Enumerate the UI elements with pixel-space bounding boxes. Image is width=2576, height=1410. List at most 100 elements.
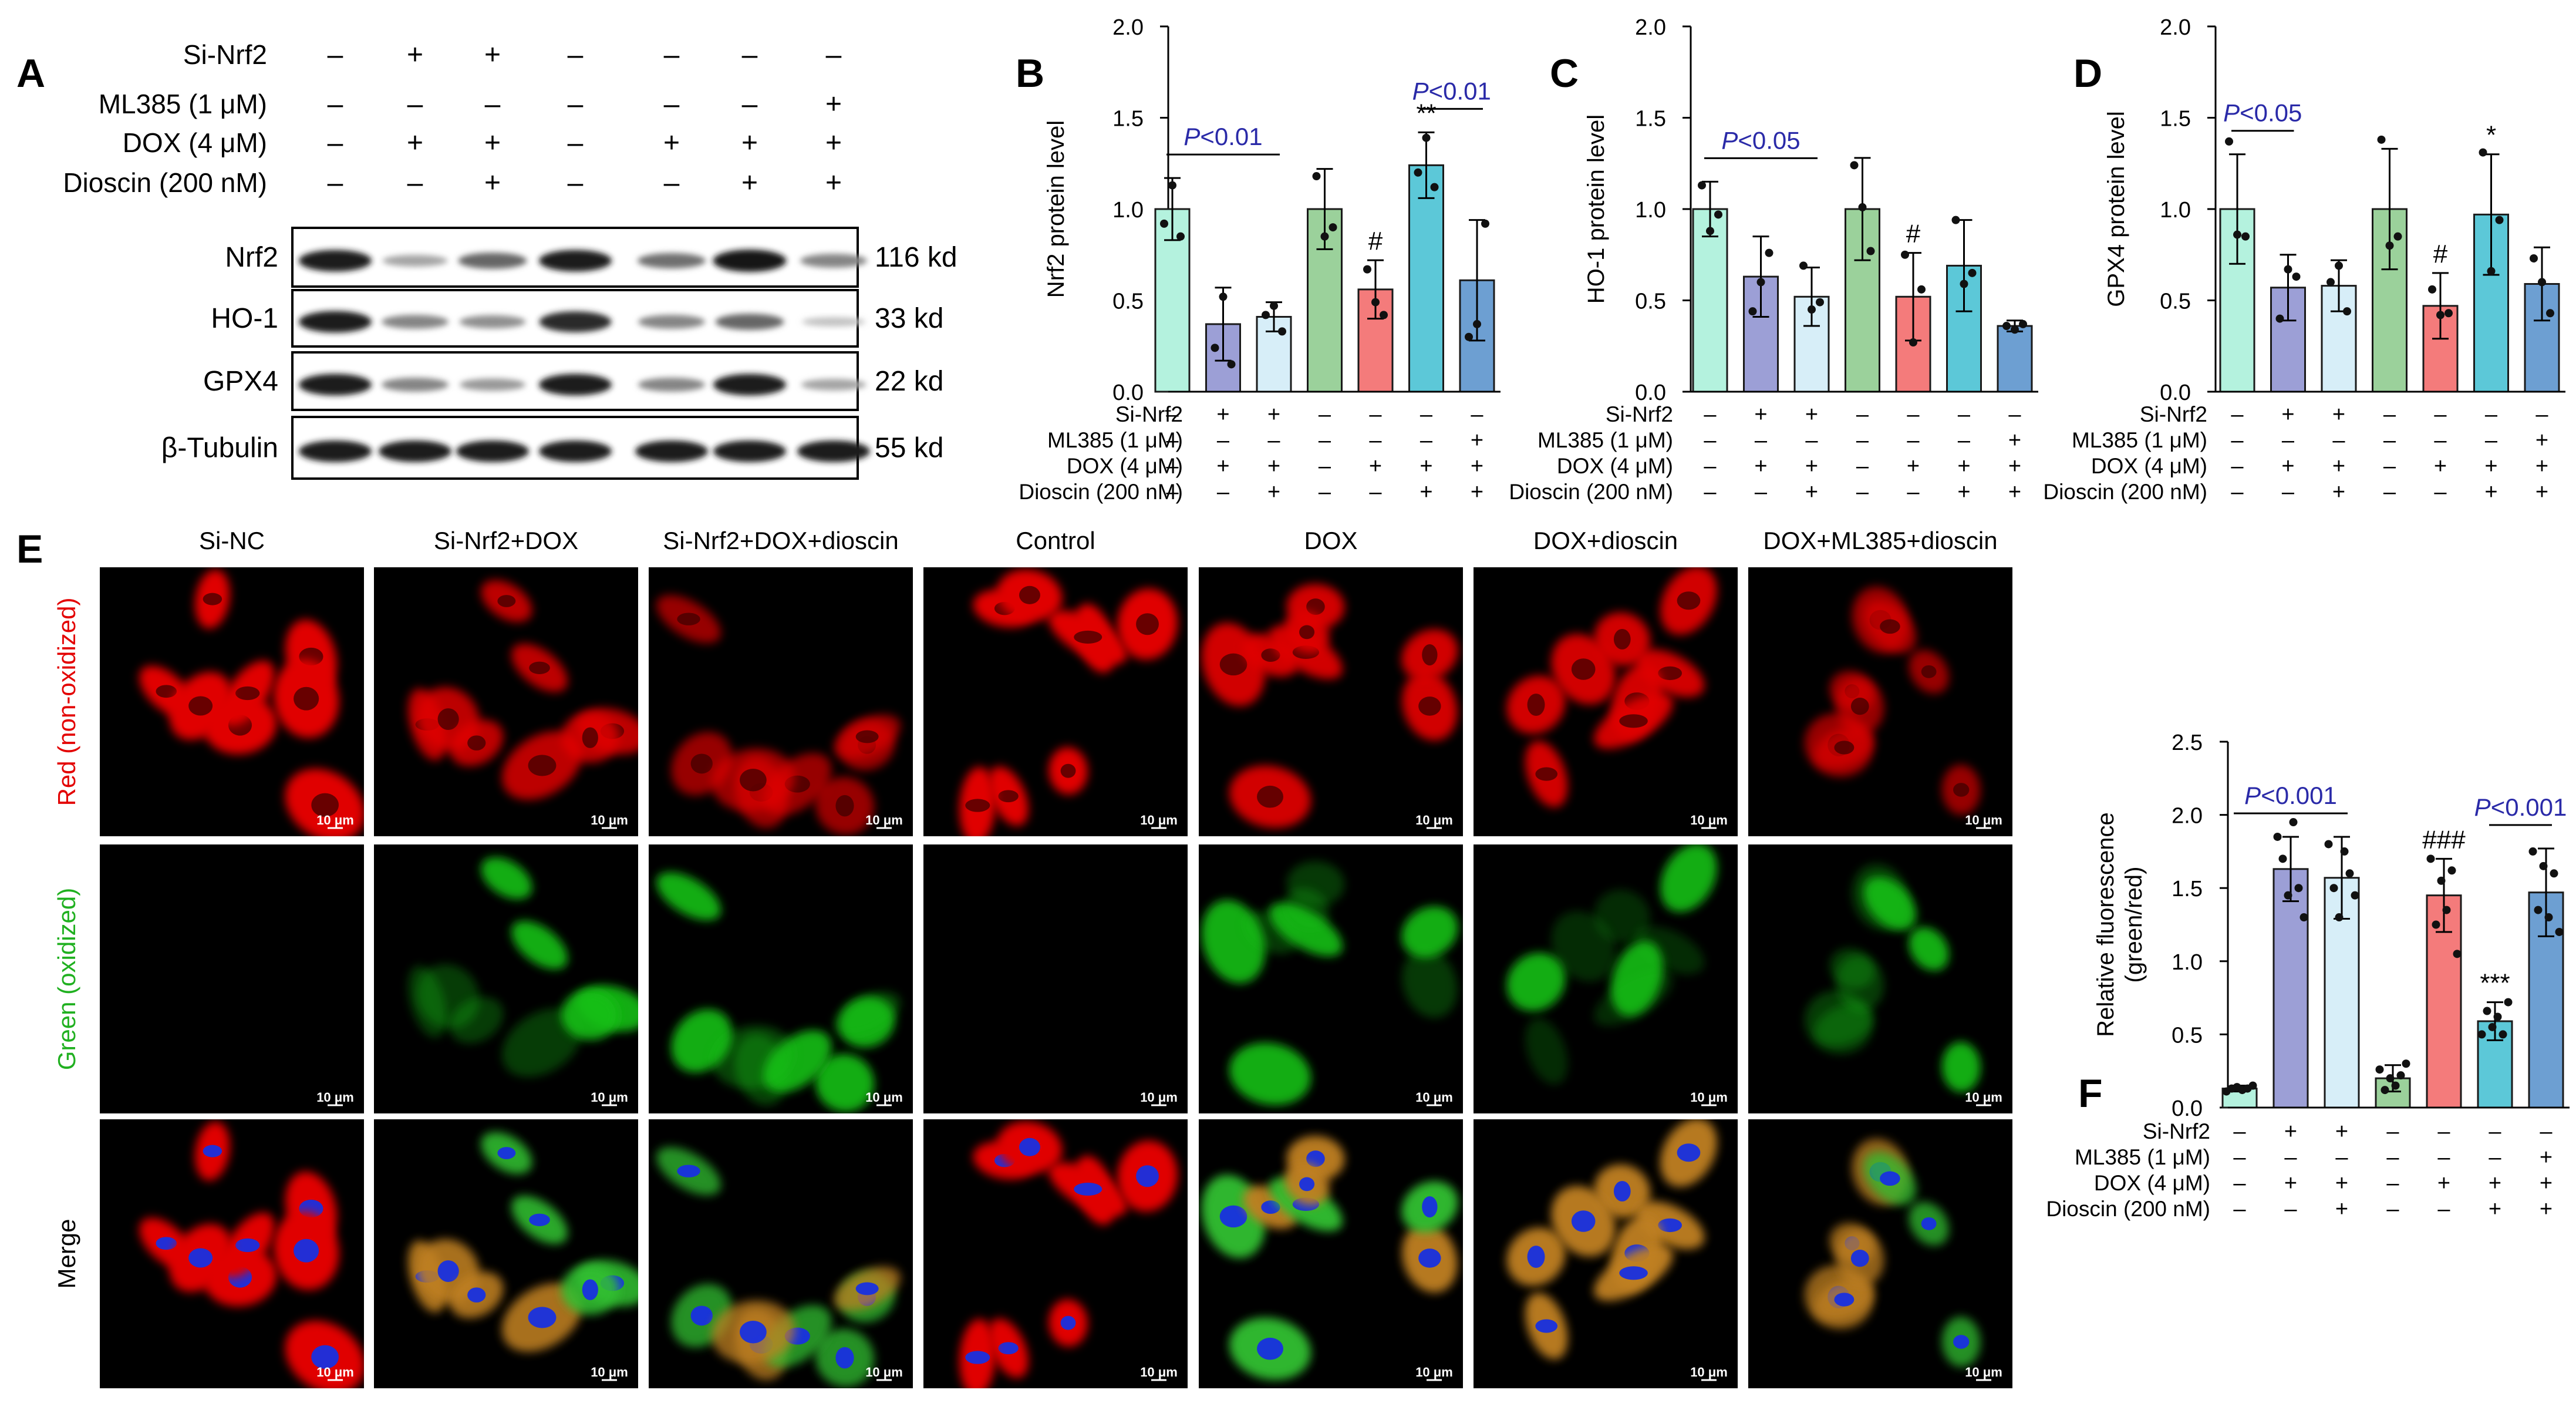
data-point xyxy=(1765,248,1773,257)
blot-protein-label: β-Tubulin xyxy=(161,433,278,464)
cell-nucleus xyxy=(1257,1337,1283,1360)
blot-band xyxy=(382,255,448,267)
blot-band xyxy=(299,373,372,396)
data-point xyxy=(1320,232,1329,241)
data-point xyxy=(2402,1059,2410,1068)
cell-body xyxy=(711,1025,795,1089)
microscopy-column-label: Si-Nrf2+DOX xyxy=(434,527,578,554)
microscopy-cells xyxy=(1506,567,1717,807)
microscopy-image: 10 μm xyxy=(100,1119,364,1388)
cell-nucleus-dark xyxy=(188,696,213,716)
microscopy-image: 10 μm xyxy=(923,567,1188,836)
cell-body xyxy=(1402,948,1458,1018)
microscopy-cells xyxy=(1201,584,1458,828)
data-point xyxy=(1329,223,1337,232)
condition-label: Dioscin (200 nM) xyxy=(1019,480,1183,504)
data-point xyxy=(2340,847,2349,856)
cell-nucleus xyxy=(497,1147,516,1159)
data-point xyxy=(2284,265,2292,274)
cell-nucleus xyxy=(965,1351,990,1364)
data-point xyxy=(2233,230,2241,239)
data-point xyxy=(2447,866,2456,875)
condition-sign: – xyxy=(1958,402,1971,427)
condition-label: Si-Nrf2 xyxy=(1115,402,1183,426)
bar xyxy=(1408,164,1444,393)
microscopy-cells xyxy=(1201,1136,1458,1380)
data-point xyxy=(2351,891,2359,900)
data-point xyxy=(1227,360,1236,369)
bar xyxy=(1997,325,2033,393)
y-tick-label: 0.0 xyxy=(2160,381,2191,405)
condition-sign: + xyxy=(1267,480,1280,504)
condition-sign: + xyxy=(2434,454,2447,479)
western-condition-sign: – xyxy=(328,39,343,70)
condition-sign: + xyxy=(2489,1171,2501,1196)
scale-bar-label: 10 μm xyxy=(865,1090,903,1105)
blot-band xyxy=(539,440,612,462)
condition-sign: + xyxy=(1471,428,1483,453)
microscopy-cells xyxy=(1804,1139,1981,1367)
scale-bar-label: 10 μm xyxy=(1140,1365,1178,1379)
scale-bar-label: 10 μm xyxy=(1690,813,1728,827)
condition-sign: + xyxy=(1957,480,1970,504)
scale-bar-label: 10 μm xyxy=(865,813,903,827)
condition-sign: – xyxy=(1217,480,1230,504)
condition-sign: – xyxy=(1166,454,1179,479)
blot-band xyxy=(539,250,612,272)
condition-sign: – xyxy=(2434,428,2447,453)
panel-e-microscopy: Si-NC Si-Nrf2+DOX Si-Nrf2+DOX+dioscin Contr… xyxy=(53,527,2012,1388)
blot-band xyxy=(635,440,708,462)
condition-sign: + xyxy=(2008,454,2021,479)
y-tick-label: 1.5 xyxy=(2160,107,2191,132)
condition-label: ML385 (1 μM) xyxy=(2072,428,2207,452)
western-condition-sign: – xyxy=(742,39,758,70)
western-condition-sign: – xyxy=(664,89,680,120)
cell-nucleus-dark xyxy=(311,793,339,817)
microscopy-image: 10 μm xyxy=(374,1119,638,1388)
condition-sign: – xyxy=(2485,428,2498,453)
data-point xyxy=(1465,332,1473,341)
blot-band xyxy=(299,440,372,462)
condition-sign: – xyxy=(2386,1145,2399,1170)
cell-nucleus-dark xyxy=(1535,767,1558,781)
microscopy-background xyxy=(923,844,1188,1113)
scale-bar-label: 10 μm xyxy=(865,1365,903,1379)
data-point xyxy=(1799,261,1808,270)
cell-body xyxy=(815,1054,875,1112)
data-point xyxy=(2289,818,2298,827)
cell-nucleus xyxy=(690,1305,713,1326)
significance-mark: # xyxy=(2433,240,2448,268)
data-point xyxy=(2487,267,2496,275)
western-condition-sign: – xyxy=(568,167,584,198)
western-condition-sign: + xyxy=(484,39,501,70)
microscopy-column-label: Control xyxy=(1016,527,1095,554)
microscopy-image: 10 μm xyxy=(100,844,364,1113)
condition-sign: – xyxy=(2386,1171,2399,1196)
cell-nucleus-dark xyxy=(1953,783,1970,797)
condition-sign: + xyxy=(2484,480,2497,504)
cell-nucleus xyxy=(529,1213,550,1226)
panel-letter: D xyxy=(2073,51,2102,96)
western-condition-label: Dioscin (200 nM) xyxy=(63,167,267,198)
microscopy-image: 10 μm xyxy=(374,844,638,1113)
data-point xyxy=(1968,268,1977,277)
cell-nucleus-dark xyxy=(1306,598,1325,615)
p-value-label: P<0.05 xyxy=(2223,99,2302,127)
scale-bar-label: 10 μm xyxy=(591,1365,628,1379)
scale-bar-label: 10 μm xyxy=(316,813,354,827)
data-point xyxy=(2375,1065,2384,1074)
cell-body xyxy=(561,990,619,1040)
cell-body xyxy=(1863,877,1917,931)
condition-sign: – xyxy=(2437,1145,2450,1170)
condition-sign: – xyxy=(1369,428,1382,453)
cell-nucleus-dark xyxy=(1850,698,1869,715)
cell-nucleus-dark xyxy=(690,753,713,774)
condition-sign: – xyxy=(1420,402,1433,427)
microscopy-image: 10 μm xyxy=(1748,1119,2012,1388)
cell-nucleus-dark xyxy=(1613,628,1631,650)
microscopy-image: 10 μm xyxy=(649,844,913,1113)
cell-nucleus-dark xyxy=(1571,658,1596,680)
data-point xyxy=(1414,168,1422,177)
y-tick-label: 0.5 xyxy=(2172,1023,2203,1048)
